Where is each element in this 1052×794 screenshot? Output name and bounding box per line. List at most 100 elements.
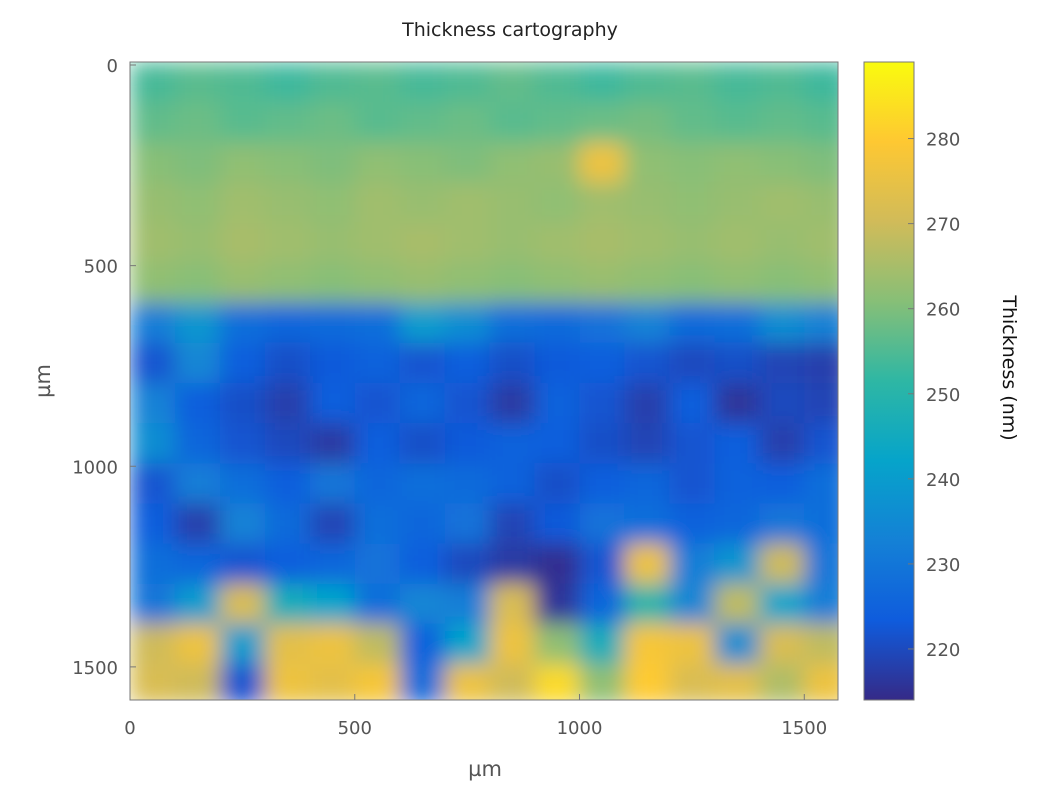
heatmap-cell xyxy=(399,182,446,224)
heatmap-cell xyxy=(579,543,626,585)
heatmap-cell xyxy=(579,142,626,183)
heatmap-cell xyxy=(219,383,266,424)
heatmap-cell xyxy=(174,663,221,700)
heatmap-cell xyxy=(219,302,266,344)
heatmap-cell xyxy=(579,62,626,103)
x-tick-label: 0 xyxy=(124,718,135,739)
heatmap-cell xyxy=(264,423,311,464)
heatmap-cell xyxy=(624,423,671,464)
colorbar-label: Thickness (nm) xyxy=(998,294,1020,440)
heatmap-cell xyxy=(759,142,805,183)
heatmap-cell xyxy=(444,102,491,143)
heatmap-cell xyxy=(219,262,266,304)
heatmap-cell xyxy=(669,302,715,344)
heatmap-cell xyxy=(130,383,176,424)
heatmap-cell xyxy=(399,262,446,304)
heatmap-cell xyxy=(130,623,176,665)
heatmap-cell xyxy=(759,262,805,304)
heatmap-cell xyxy=(489,222,536,264)
heatmap-cell xyxy=(624,383,671,424)
heatmap-cell xyxy=(804,423,838,464)
heatmap-cell xyxy=(130,102,176,143)
heatmap-cell xyxy=(759,62,805,103)
heatmap-cell xyxy=(264,543,311,585)
heatmap-cell xyxy=(489,383,536,424)
heatmap-cell xyxy=(579,463,626,504)
heatmap-cell xyxy=(534,62,581,103)
heatmap-cell xyxy=(130,583,176,625)
heatmap-cell xyxy=(804,182,838,224)
heatmap-cell xyxy=(309,342,356,384)
heatmap-cell xyxy=(714,423,760,464)
heatmap-cell xyxy=(624,543,671,585)
heatmap-cell xyxy=(444,383,491,424)
heatmap-cell xyxy=(130,663,176,700)
heatmap-cell xyxy=(804,463,838,504)
heatmap-cell xyxy=(174,222,221,264)
heatmap-cell xyxy=(264,102,311,143)
heatmap-cell xyxy=(579,583,626,625)
heatmap-cell xyxy=(714,663,760,700)
heatmap-cell xyxy=(399,423,446,464)
chart-title: Thickness cartography xyxy=(401,19,618,41)
heatmap-cell xyxy=(444,262,491,304)
heatmap-cell xyxy=(669,222,715,264)
heatmap-cell xyxy=(759,302,805,344)
heatmap-cell xyxy=(174,62,221,103)
heatmap-cell xyxy=(309,383,356,424)
heatmap-cell xyxy=(354,222,401,264)
heatmap-cell xyxy=(489,102,536,143)
heatmap-cell xyxy=(804,302,838,344)
heatmap-cell xyxy=(444,222,491,264)
heatmap-cell xyxy=(714,182,760,224)
heatmap-cell xyxy=(804,142,838,183)
heatmap-cell xyxy=(759,543,805,585)
heatmap-cell xyxy=(714,583,760,625)
heatmap-cell xyxy=(669,623,715,665)
heatmap-cell xyxy=(534,463,581,504)
heatmap-cell xyxy=(130,423,176,464)
heatmap-cell xyxy=(759,102,805,143)
heatmap-cell xyxy=(354,142,401,183)
heatmap-cell xyxy=(804,222,838,264)
heatmap-cell xyxy=(264,623,311,665)
heatmap-cell xyxy=(264,62,311,103)
heatmap-cell xyxy=(444,623,491,665)
heatmap-cell xyxy=(130,182,176,224)
heatmap-cell xyxy=(714,623,760,665)
heatmap-cell xyxy=(399,102,446,143)
heatmap-cell xyxy=(534,262,581,304)
heatmap-cell xyxy=(759,463,805,504)
heatmap-cell xyxy=(669,102,715,143)
heatmap-cell xyxy=(759,342,805,384)
heatmap-cell xyxy=(489,342,536,384)
heatmap-cell xyxy=(489,182,536,224)
heatmap-cell xyxy=(309,503,356,545)
heatmap-cell xyxy=(624,302,671,344)
heatmap-cell xyxy=(174,543,221,585)
heatmap-cell xyxy=(714,302,760,344)
heatmap-cell xyxy=(804,583,838,625)
heatmap-cell xyxy=(804,623,838,665)
heatmap-cell xyxy=(489,142,536,183)
heatmap-cell xyxy=(399,342,446,384)
heatmap-cell xyxy=(264,302,311,344)
heatmap-cell xyxy=(219,623,266,665)
heatmap-cell xyxy=(130,543,176,585)
heatmap-cell xyxy=(130,463,176,504)
heatmap-cell xyxy=(354,262,401,304)
heatmap-cell xyxy=(804,383,838,424)
heatmap-cell xyxy=(309,142,356,183)
heatmap-cell xyxy=(309,182,356,224)
colorbar-tick-label: 230 xyxy=(926,555,960,576)
heatmap-cell xyxy=(804,543,838,585)
heatmap-cell xyxy=(579,663,626,700)
heatmap-cell xyxy=(399,62,446,103)
heatmap-cell xyxy=(174,503,221,545)
heatmap-cells xyxy=(130,62,838,700)
heatmap-cell xyxy=(219,102,266,143)
heatmap-cell xyxy=(624,342,671,384)
heatmap-cell xyxy=(804,503,838,545)
heatmap-cell xyxy=(444,583,491,625)
